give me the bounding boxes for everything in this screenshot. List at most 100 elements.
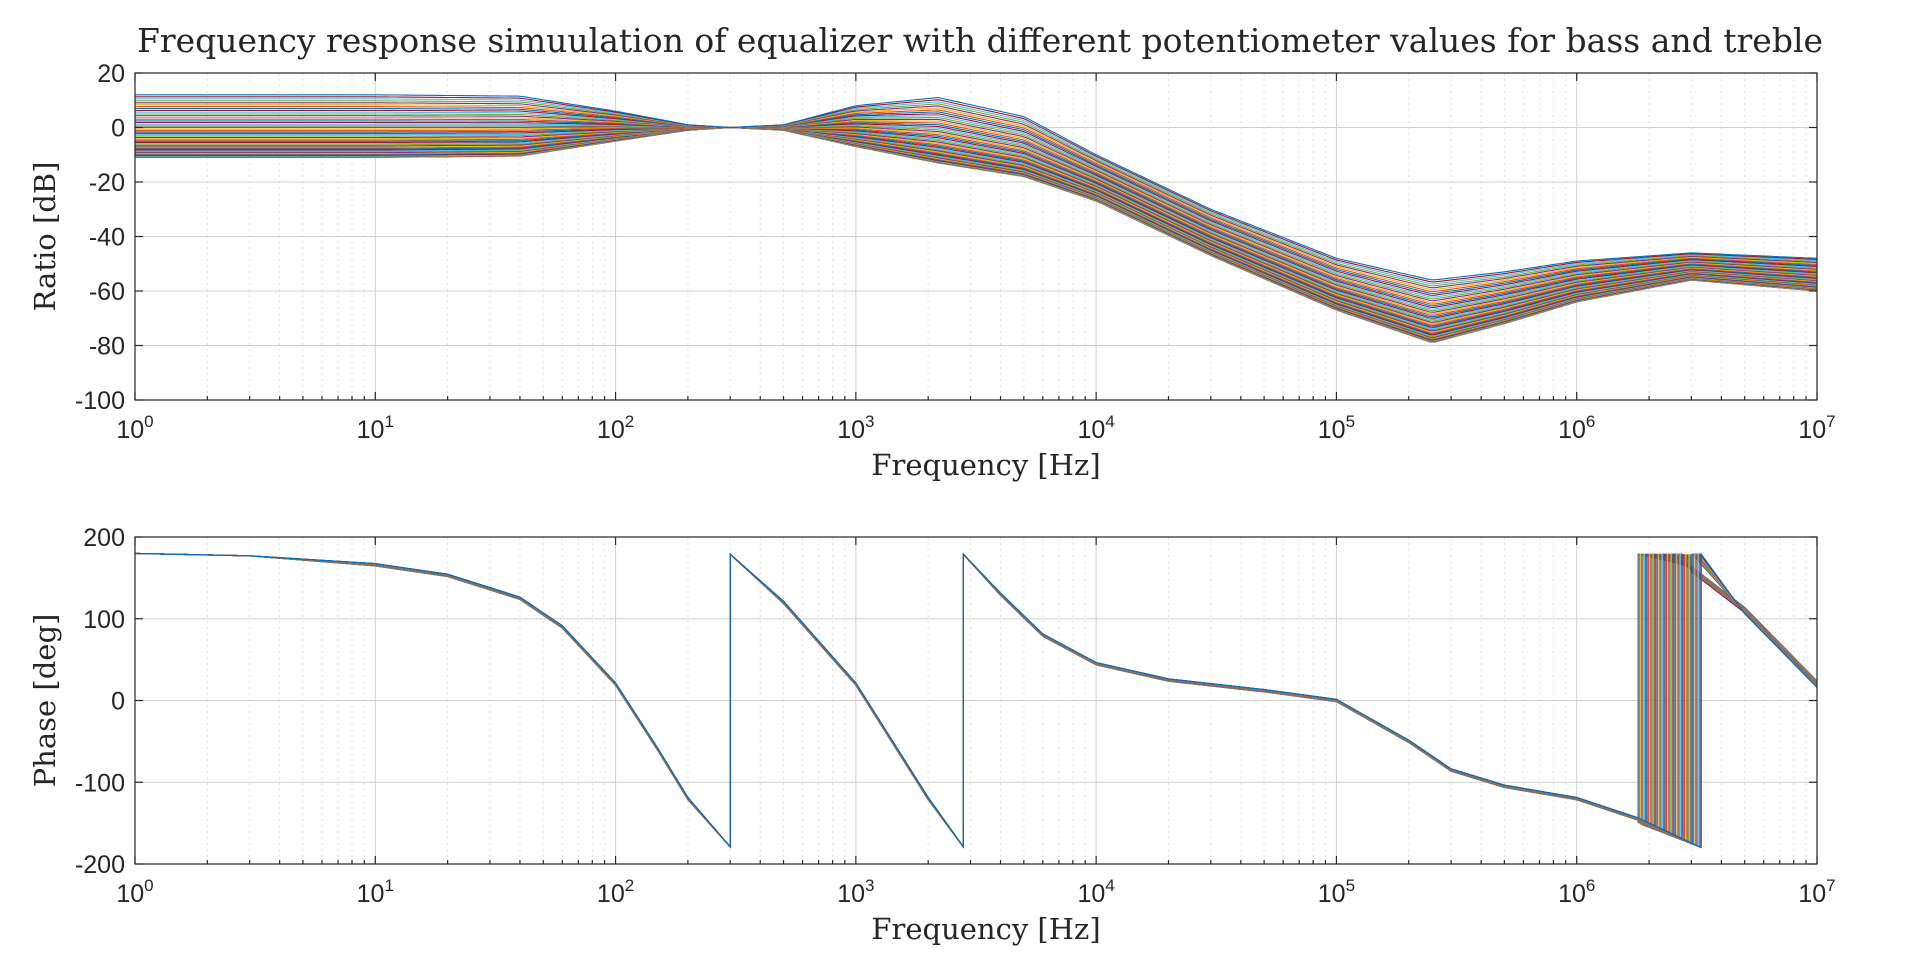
x-tick-exponent: 4 [1105, 412, 1114, 431]
magnitude-series-line [135, 127, 1818, 338]
magnitude-series-line [135, 126, 1818, 313]
x-tick-label: 105 [1318, 876, 1355, 908]
x-tick-base: 10 [837, 416, 865, 444]
y-axis-label: Ratio [dB] [28, 162, 62, 312]
grid [134, 536, 1818, 865]
x-tick-base: 10 [1078, 880, 1106, 908]
x-tick-label: 102 [597, 876, 634, 908]
y-tick-label: 0 [111, 115, 125, 143]
y-tick-label: -100 [75, 387, 125, 415]
x-tick-exponent: 0 [144, 876, 153, 895]
magnitude-series-line [135, 127, 1818, 338]
magnitude-plot: 100 101 102 103 104 105 106 107-100-80-60-40-20… [28, 60, 1836, 482]
x-tick-label: 107 [1798, 876, 1835, 908]
x-tick-label: 103 [837, 876, 874, 908]
y-tick-label: -60 [89, 278, 125, 306]
magnitude-series-line [135, 127, 1818, 332]
x-tick-exponent: 1 [384, 876, 393, 895]
magnitude-series-line [135, 94, 1818, 281]
figure-title: Frequency response simuulation of equali… [137, 21, 1823, 60]
magnitude-series-line [135, 126, 1818, 316]
y-tick-label: -20 [89, 169, 125, 197]
magnitude-series-line [135, 102, 1818, 289]
x-axis-label: Frequency [Hz] [871, 448, 1100, 482]
x-tick-label: 106 [1558, 876, 1595, 908]
x-tick-exponent: 3 [865, 876, 874, 895]
x-tick-exponent: 1 [384, 412, 393, 431]
magnitude-series-line [135, 126, 1818, 323]
magnitude-series-line [135, 127, 1818, 328]
magnitude-series-line [135, 100, 1818, 287]
x-tick-exponent: 2 [625, 412, 634, 431]
magnitude-series-line [135, 126, 1818, 322]
magnitude-series-line [135, 126, 1818, 325]
x-tick-base: 10 [357, 416, 385, 444]
magnitude-series-line [135, 127, 1818, 336]
magnitude-series-line [135, 118, 1818, 305]
x-tick-base: 10 [597, 880, 625, 908]
x-tick-exponent: 3 [865, 412, 874, 431]
x-tick-base: 10 [1318, 880, 1346, 908]
magnitude-series-line [135, 127, 1818, 335]
x-tick-base: 10 [1798, 416, 1826, 444]
y-axis-label: Phase [deg] [28, 614, 62, 788]
magnitude-series-line [135, 125, 1818, 312]
x-tick-label: 106 [1558, 412, 1595, 444]
x-tick-base: 10 [1558, 416, 1586, 444]
x-tick-label: 100 [116, 412, 153, 444]
x-tick-base: 10 [116, 416, 144, 444]
x-tick-base: 10 [1318, 416, 1346, 444]
y-tick-label: 20 [97, 60, 125, 88]
x-tick-exponent: 7 [1826, 412, 1835, 431]
magnitude-series-line [135, 127, 1818, 333]
magnitude-series-line [135, 126, 1818, 321]
magnitude-series-line [135, 98, 1818, 285]
x-tick-base: 10 [1558, 880, 1586, 908]
magnitude-series-line [135, 121, 1818, 308]
magnitude-series-line [135, 113, 1818, 300]
magnitude-series-line [135, 107, 1818, 295]
magnitude-series-line [135, 96, 1818, 283]
x-axis-label: Frequency [Hz] [871, 912, 1100, 946]
x-tick-label: 102 [597, 412, 634, 444]
magnitude-series-line [135, 126, 1818, 319]
magnitude-series-line [135, 127, 1818, 331]
magnitude-series-line [135, 115, 1818, 302]
phase-series-line [134, 552, 1818, 849]
x-tick-exponent: 5 [1346, 412, 1355, 431]
x-tick-base: 10 [1078, 416, 1106, 444]
x-tick-label: 100 [116, 876, 153, 908]
x-tick-base: 10 [837, 880, 865, 908]
y-tick-label: 100 [83, 606, 125, 634]
x-tick-label: 105 [1318, 412, 1355, 444]
y-tick-label: -40 [89, 224, 125, 252]
magnitude-series-line [135, 126, 1818, 327]
magnitude-series-group [135, 94, 1818, 343]
x-tick-exponent: 0 [144, 412, 153, 431]
x-tick-exponent: 2 [625, 876, 634, 895]
magnitude-series-line [135, 123, 1818, 310]
x-tick-label: 104 [1078, 876, 1115, 908]
magnitude-series-line [135, 116, 1818, 303]
x-tick-exponent: 5 [1346, 876, 1355, 895]
magnitude-series-line [135, 111, 1818, 298]
x-tick-label: 103 [837, 412, 874, 444]
phase-series-group [134, 552, 1818, 849]
x-tick-label: 104 [1078, 412, 1115, 444]
x-tick-label: 101 [357, 412, 394, 444]
x-tick-exponent: 6 [1586, 876, 1595, 895]
magnitude-series-line [135, 104, 1818, 291]
x-tick-base: 10 [357, 880, 385, 908]
magnitude-series-line [135, 126, 1818, 318]
magnitude-series-line [135, 120, 1818, 307]
x-tick-exponent: 4 [1105, 876, 1114, 895]
x-tick-label: 101 [357, 876, 394, 908]
phase-plot: 100 101 102 103 104 105 106 107-200-1000100200F… [28, 524, 1836, 946]
magnitude-series-line [135, 126, 1818, 326]
x-tick-label: 107 [1798, 412, 1835, 444]
x-tick-exponent: 6 [1586, 412, 1595, 431]
y-tick-label: 0 [111, 688, 125, 716]
x-tick-exponent: 7 [1826, 876, 1835, 895]
magnitude-series-line [135, 127, 1818, 334]
